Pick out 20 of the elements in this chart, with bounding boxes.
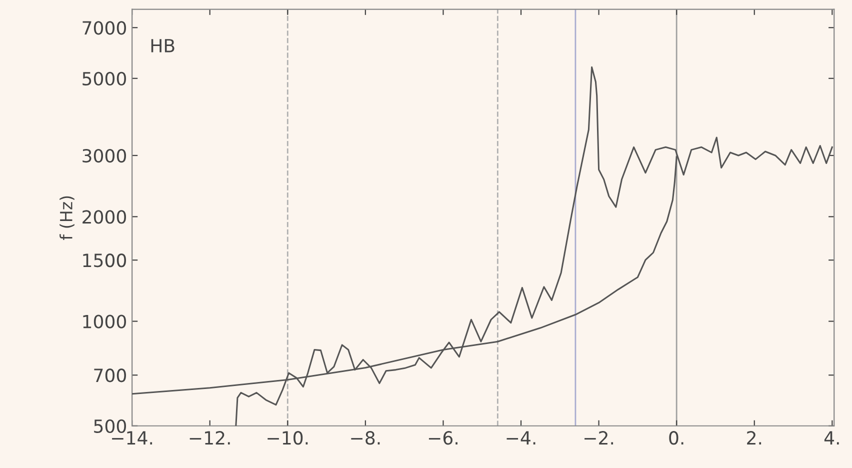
y-tick-label: 500 [94, 419, 126, 433]
x-tick-label: −2. [584, 431, 614, 444]
y-axis-title: f (Hz) [60, 196, 74, 240]
y-tick-label: 7000 [82, 21, 126, 35]
x-tick-label: −8. [351, 431, 380, 445]
x-tick-label: 0. [669, 431, 684, 445]
y-tick-label: 5000 [82, 72, 126, 86]
x-tick-label: −10. [268, 431, 308, 445]
x-tick-label: −12. [190, 431, 230, 444]
annotation: HB [151, 39, 174, 52]
y-tick-label: 1500 [83, 254, 126, 268]
y-tick-label: 2000 [82, 210, 126, 224]
x-tick-label: −14. [112, 431, 152, 444]
x-tick-label: −4. [506, 431, 536, 444]
y-tick-label: 1000 [83, 314, 126, 328]
x-tick-label: 4. [824, 431, 839, 444]
x-tick-label: 2. [747, 431, 762, 444]
x-tick-label: −6. [428, 431, 458, 445]
y-tick-label: 700 [94, 368, 126, 382]
y-tick-label: 3000 [82, 148, 126, 163]
